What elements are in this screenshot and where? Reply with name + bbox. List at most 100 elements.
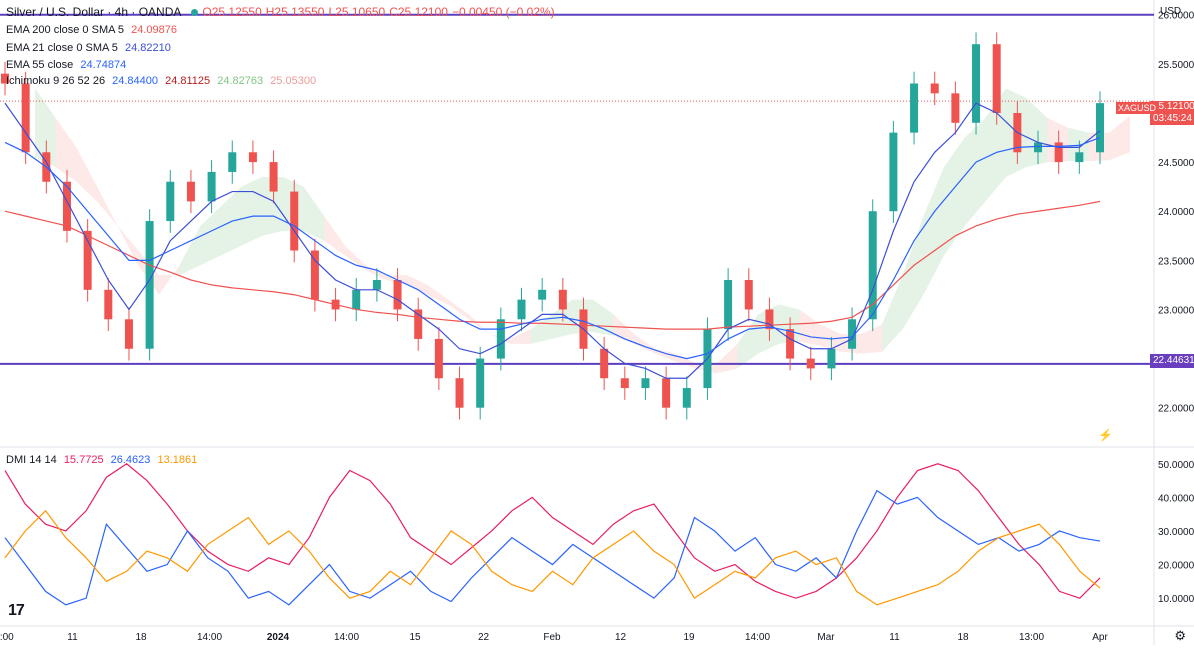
candle-body (248, 152, 257, 163)
ema55-legend[interactable]: EMA 55 close 24.74874 (6, 58, 130, 72)
ichimoku-cloud-segment (117, 225, 139, 266)
candle-body (786, 329, 795, 359)
ema55-value: 24.74874 (80, 59, 127, 71)
ichimoku-cloud-segment (820, 324, 841, 352)
symbol-legend[interactable]: Silver / U.S. Dollar · 4h · OANDA O25.125… (6, 5, 563, 19)
dmi-tick-label: 40.0000 (1158, 493, 1194, 504)
dmi-tick-label: 20.0000 (1158, 561, 1194, 572)
dmi-value: 13.1861 (157, 454, 198, 466)
ichimoku-cloud-segment (882, 275, 903, 352)
ema55-label: EMA 55 close (6, 59, 74, 71)
dmi-line-plus-di (4, 489, 1101, 606)
ichimoku-label: Ichimoku 9 26 52 26 (6, 75, 106, 87)
time-tick-label: 2024 (267, 632, 290, 643)
ichimoku-cloud-segment (1109, 115, 1130, 161)
candle-body (951, 93, 960, 123)
price-tick-label: 24.50000 (1158, 158, 1194, 169)
ichimoku-cloud-segment (344, 245, 366, 271)
lightning-icon[interactable]: ⚡ (1098, 428, 1113, 442)
candle-body (930, 83, 939, 94)
candle-body (558, 289, 567, 310)
ema200-legend[interactable]: EMA 200 close 0 SMA 5 24.09876 (6, 23, 181, 37)
candle-body (414, 309, 423, 339)
ichimoku-cloud-segment (324, 216, 345, 256)
candle-body (104, 289, 113, 320)
ichimoku-cloud-segment (200, 206, 221, 266)
ichimoku-legend[interactable]: Ichimoku 9 26 52 26 24.84400 24.81125 24… (6, 74, 320, 88)
candle-body (186, 181, 195, 202)
ohlc-c: C25.12100 (389, 5, 448, 19)
ichimoku-cloud-segment (613, 314, 635, 344)
dmi-line-minus-di (4, 509, 1101, 606)
candle-body (434, 338, 443, 379)
ichimoku-value: 25.05300 (270, 75, 317, 87)
candle-body (724, 279, 733, 330)
time-tick-label: Apr (1092, 632, 1108, 643)
price-tick-label: 25.50000 (1158, 60, 1194, 71)
candle-body (166, 181, 175, 222)
ichimoku-cloud-segment (448, 299, 469, 320)
ichimoku-value: 24.82763 (217, 75, 264, 87)
ichimoku-cloud-segment (262, 176, 283, 236)
candle-body (372, 279, 381, 290)
ichimoku-cloud-segment (799, 309, 821, 346)
ichimoku-cloud-segment (35, 88, 56, 168)
candle-body (352, 289, 361, 310)
settings-gear-icon[interactable]: ⚙ (1174, 628, 1186, 643)
last-price-value: 25.12100 (1153, 101, 1194, 112)
dmi-value: 15.7725 (63, 454, 104, 466)
ohlc-l: L25.10650 (328, 5, 386, 19)
ichimoku-cloud-segment (964, 117, 986, 226)
price-tick-label: 23.50000 (1158, 256, 1194, 267)
dmi-tick-label: 30.0000 (1158, 527, 1194, 538)
time-tick-label: 14:00 (197, 632, 222, 643)
ohlc-o: O25.12550 (202, 5, 262, 19)
ma-line-ema21 (4, 102, 1101, 379)
dmi-legend[interactable]: DMI 14 14 15.7725 26.4623 13.1861 (6, 453, 201, 467)
candle-body (269, 162, 278, 192)
ichimoku-cloud-segment (551, 299, 573, 339)
candle-body (124, 319, 133, 349)
candle-body (806, 358, 815, 369)
support-level-tag: 22.44631 (1150, 354, 1194, 368)
countdown-value: 03:45:24 (1153, 113, 1192, 124)
ichimoku-cloud-segment (902, 216, 924, 330)
ema21-legend[interactable]: EMA 21 close 0 SMA 5 24.82210 (6, 41, 175, 55)
candle-body (868, 211, 877, 320)
ichimoku-cloud-segment (944, 137, 965, 256)
ichimoku-cloud-segment (592, 299, 614, 336)
ohlc-h: H25.13550 (265, 5, 325, 19)
time-tick-label: 13:00 (1019, 632, 1044, 643)
ichimoku-cloud-segment (468, 314, 490, 335)
ichimoku-value: 24.81125 (165, 75, 211, 87)
candle-body (517, 299, 526, 320)
price-axis-currency: USD (1160, 6, 1181, 17)
time-tick-label: 14:00 (334, 632, 359, 643)
ichimoku-cloud-segment (76, 147, 97, 202)
candle-body (641, 378, 650, 389)
ma-line-ema55 (4, 136, 1101, 360)
candle-body (889, 132, 898, 212)
candle-body (910, 83, 919, 133)
candle-body (1075, 152, 1084, 163)
candle-body (1, 73, 9, 84)
candle-body (310, 250, 319, 300)
ichimoku-value: 24.84400 (112, 75, 159, 87)
time-tick-label: 15 (409, 632, 421, 643)
ichimoku-cloud-segment (158, 265, 180, 295)
tradingview-logo[interactable]: 17 (8, 602, 25, 619)
ichimoku-cloud-segment (179, 225, 201, 276)
ema21-label: EMA 21 close 0 SMA 5 (6, 42, 118, 54)
ichimoku-cloud-segment (1047, 117, 1069, 163)
ohlc-values: O25.12550 H25.13550 L25.10650 C25.12100 −0.0… (202, 5, 558, 19)
candle-body (145, 221, 154, 349)
time-tick-label: Feb (543, 632, 561, 643)
candle-body (972, 44, 981, 123)
time-tick-label: 12 (615, 632, 627, 643)
dmi-tick-label: 50.0000 (1158, 460, 1194, 471)
time-tick-label: 18 (957, 632, 969, 643)
ichimoku-cloud-segment (96, 186, 118, 226)
candle-body (662, 378, 671, 408)
